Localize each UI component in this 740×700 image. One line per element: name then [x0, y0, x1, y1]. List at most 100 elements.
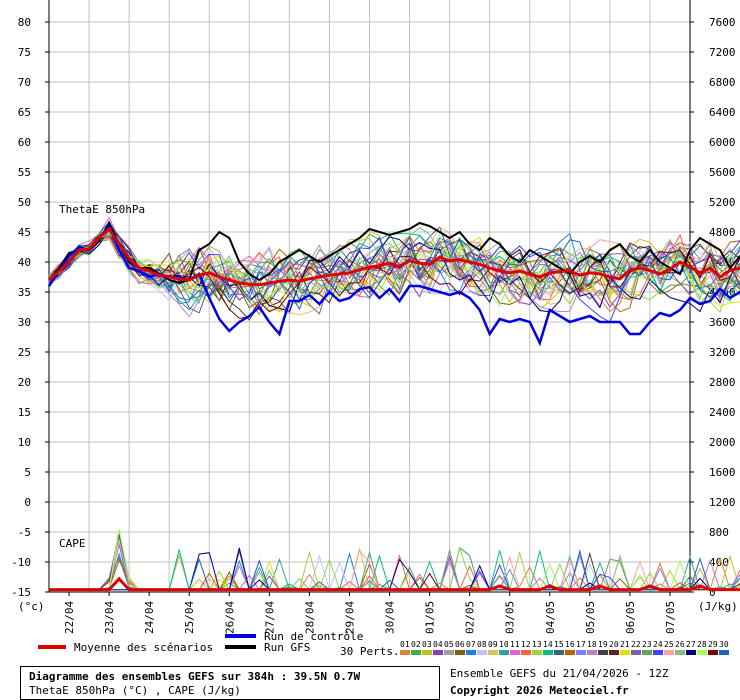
perturbation-line: [48, 226, 740, 305]
right-tick-label: 0: [709, 586, 716, 599]
perturbation-swatch: [642, 650, 652, 655]
perturbation-swatch: [444, 650, 454, 655]
left-tick-label: 55: [18, 166, 31, 179]
perturbation-swatch: [697, 650, 707, 655]
left-tick-label: 50: [18, 196, 31, 209]
perturbation-number: 18: [587, 640, 597, 649]
left-tick-label: 20: [18, 376, 31, 389]
footer-subtitle: ThetaE 850hPa (°C) , CAPE (J/kg): [29, 684, 241, 697]
right-tick-label: 2800: [709, 376, 736, 389]
x-tick-label: 29/04: [343, 601, 356, 634]
left-tick-label: 0: [24, 496, 31, 509]
perturbation-number: 02: [411, 640, 421, 649]
right-tick-label: 3200: [709, 346, 736, 359]
cape-line: [49, 550, 740, 591]
right-axis-ticks: 7600720068006400600056005200480044004000…: [690, 16, 736, 599]
perturbation-number: 05: [444, 640, 454, 649]
footer-copyright: Copyright 2026 Meteociel.fr: [450, 684, 629, 697]
perturbation-swatch: [532, 650, 542, 655]
perturbation-number: 24: [653, 640, 663, 649]
x-tick-label: 26/04: [223, 601, 236, 634]
left-axis-unit: (°c): [18, 600, 45, 613]
perturbation-swatch: [499, 650, 509, 655]
perturbation-swatch: [455, 650, 465, 655]
x-tick-label: 05/05: [584, 601, 597, 634]
x-tick-label: 04/05: [544, 601, 557, 634]
perturbation-swatch: [587, 650, 597, 655]
perturbation-number: 01: [400, 640, 410, 649]
x-tick-label: 23/04: [103, 601, 116, 634]
x-tick-label: 25/04: [183, 601, 196, 634]
perturbation-number: 09: [488, 640, 498, 649]
right-tick-label: 2000: [709, 436, 736, 449]
left-tick-label: 70: [18, 76, 31, 89]
right-axis-unit: (J/kg): [698, 600, 738, 613]
right-tick-label: 5200: [709, 196, 736, 209]
perturbation-swatch: [477, 650, 487, 655]
perturbation-line: [48, 223, 740, 311]
left-tick-label: 35: [18, 286, 31, 299]
x-axis-ticks: 22/04 23/04 24/04 25/04 26/04 27/04 28/04 29/04…: [63, 592, 677, 634]
cape-line: [49, 529, 740, 591]
perturbation-number: 28: [697, 640, 707, 649]
perturbation-swatch: [411, 650, 421, 655]
left-tick-label: 65: [18, 106, 31, 119]
right-tick-label: 1600: [709, 466, 736, 479]
right-tick-label: 6800: [709, 76, 736, 89]
left-tick-label: 25: [18, 346, 31, 359]
right-tick-label: 4800: [709, 226, 736, 239]
legend-control-label: Run de contrôle: [264, 630, 363, 643]
perturbation-swatch: [543, 650, 553, 655]
x-tick-label: 30/04: [384, 601, 397, 634]
footer-run-info: Ensemble GEFS du 21/04/2026 - 12Z: [450, 667, 669, 680]
left-tick-label: 10: [18, 436, 31, 449]
series-line-2: [48, 220, 740, 285]
x-tick-label: 27/04: [263, 601, 276, 634]
left-tick-label: 60: [18, 136, 31, 149]
cape-line: [49, 543, 740, 591]
perturbation-swatch: [576, 650, 586, 655]
perturbation-swatch: [653, 650, 663, 655]
left-tick-label: 75: [18, 46, 31, 59]
perturbation-swatch: [554, 650, 564, 655]
cape-line: [49, 549, 740, 591]
right-tick-label: 7600: [709, 16, 736, 29]
perturbation-swatch: [521, 650, 531, 655]
perturbation-number: 14: [543, 640, 553, 649]
perturbation-number: 07: [466, 640, 476, 649]
perturbation-number: 04: [433, 640, 443, 649]
x-tick-label: 02/05: [464, 601, 477, 634]
perturbation-number: 25: [664, 640, 674, 649]
cape-line: [49, 547, 740, 591]
cape-line: [49, 548, 740, 591]
left-tick-label: 80: [18, 16, 31, 29]
perturbation-line: [48, 228, 740, 319]
legend-perts-label: 30 Perts.: [340, 645, 400, 658]
left-tick-label: 5: [24, 466, 31, 479]
cape-panel-label: CAPE: [59, 537, 86, 550]
thetae-panel-label: ThetaE 850hPa: [59, 203, 145, 216]
perturbation-number: 23: [642, 640, 652, 649]
right-tick-label: 7200: [709, 46, 736, 59]
perturbation-swatch: [686, 650, 696, 655]
perturbation-swatch: [422, 650, 432, 655]
perturbation-number: 20: [609, 640, 619, 649]
left-tick-label: 15: [18, 406, 31, 419]
perturbation-swatch: [565, 650, 575, 655]
x-tick-label: 07/05: [664, 601, 677, 634]
perturbation-number: 29: [708, 640, 718, 649]
perturbation-number: 19: [598, 640, 608, 649]
cape-line: [49, 546, 740, 591]
left-tick-label: -5: [18, 526, 31, 539]
perturbation-number: 08: [477, 640, 487, 649]
perturbation-swatch: [708, 650, 718, 655]
x-tick-label: 28/04: [303, 601, 316, 634]
left-tick-label: 30: [18, 316, 31, 329]
perturbation-swatch: [675, 650, 685, 655]
perturbation-number: 03: [422, 640, 432, 649]
right-tick-label: 2400: [709, 406, 736, 419]
right-tick-label: 6000: [709, 136, 736, 149]
perturbation-number: 26: [675, 640, 685, 649]
footer-title-box: Diagramme des ensembles GEFS sur 384h : …: [20, 666, 440, 700]
